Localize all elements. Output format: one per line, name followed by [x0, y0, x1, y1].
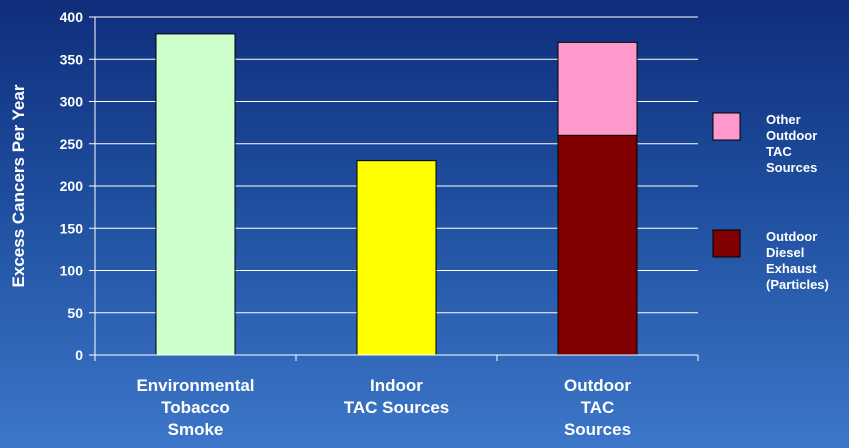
y-axis-title: Excess Cancers Per Year: [9, 84, 28, 287]
y-tick-label: 250: [60, 136, 84, 152]
y-tick-label: 300: [60, 94, 84, 110]
y-tick-label: 100: [60, 263, 84, 279]
bar-other: [557, 41, 638, 136]
bar-ets: [155, 33, 236, 356]
y-tick-label: 200: [60, 178, 84, 194]
legend-swatch-diesel: [712, 229, 741, 258]
x-category-label: Outdoor TAC Sources: [564, 376, 631, 439]
y-tick-label: 350: [60, 51, 84, 67]
y-tick-label: 150: [60, 220, 84, 236]
legend-swatch-other: [712, 112, 741, 141]
bar-diesel: [557, 134, 638, 356]
axes: [89, 16, 699, 361]
y-tick-label: 400: [60, 9, 84, 25]
x-category-labels: Environmental Tobacco Smoke Indoor TAC Sourc…: [136, 376, 631, 439]
bars: [155, 33, 638, 356]
x-category-label: Environmental Tobacco Smoke: [136, 376, 254, 439]
legend: Other Outdoor TAC Sources Outdoor Diesel Exhau…: [712, 112, 829, 292]
y-tick-labels: 0 50 100 150 200 250 300 350 400: [60, 9, 84, 363]
y-tick-label: 50: [67, 305, 83, 321]
bar-indoor: [356, 160, 437, 356]
legend-label-diesel: Outdoor Diesel Exhaust (Particles): [766, 229, 829, 292]
legend-label-other: Other Outdoor TAC Sources: [766, 112, 817, 175]
y-tick-label: 0: [75, 347, 83, 363]
x-category-label: Indoor TAC Sources: [344, 376, 450, 417]
